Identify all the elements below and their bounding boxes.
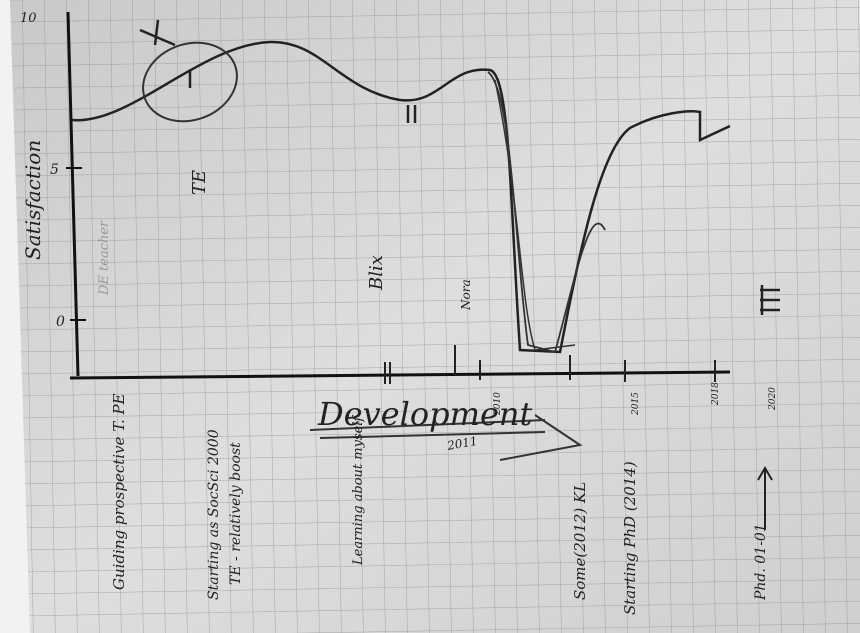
bottom-label: Some(2012) KL: [571, 482, 589, 600]
axis-label: Satisfaction: [21, 140, 45, 260]
page: {"photo": { "axis_label": "Satisfaction"…: [0, 0, 860, 633]
annotation: Nora: [459, 279, 473, 311]
bottom-label: Phd. 01-01: [753, 523, 769, 601]
bottom-label: TE - relatively boost: [228, 442, 244, 585]
y-tick-label: 10: [20, 11, 37, 26]
year-label: 2010: [493, 392, 503, 416]
y-tick-label: 0: [56, 314, 65, 330]
scribble-mark: [760, 285, 780, 315]
paper-grid: [10, 0, 860, 633]
bottom-label: Learning about myself: [351, 415, 366, 566]
year-label: 2018: [711, 382, 721, 406]
annotation: DE teacher: [97, 220, 112, 296]
bottom-label: Starting as SocSci 2000: [206, 429, 222, 600]
photo: 10 5 0 Satisfaction TE DE teacher Blix N…: [0, 0, 860, 633]
bottom-label: Guiding prospective T. PE: [110, 393, 128, 590]
y-tick-label: 5: [50, 162, 59, 178]
annotation: Blix: [366, 255, 387, 291]
year-label: 2020: [768, 387, 778, 411]
year-label: 2015: [631, 392, 641, 416]
bottom-label: Starting PhD (2014): [621, 461, 639, 615]
annotation: TE: [189, 170, 210, 195]
